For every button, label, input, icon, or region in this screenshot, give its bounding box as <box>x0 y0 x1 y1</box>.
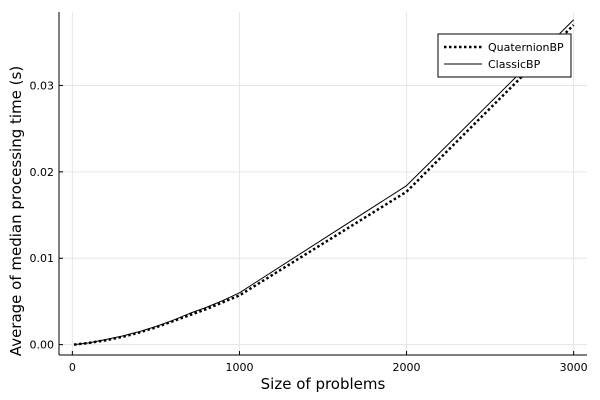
y-tick-label: 0.02 <box>30 166 55 179</box>
y-tick-label: 0.03 <box>30 79 55 92</box>
x-axis-label: Size of problems <box>261 375 386 393</box>
legend-label-quaternionbp: QuaternionBP <box>488 41 564 54</box>
legend-box <box>437 33 572 78</box>
x-tick-label: 3000 <box>560 361 588 374</box>
series-line-classicbp <box>73 19 574 346</box>
x-tick-label: 0 <box>69 361 76 374</box>
series-line-quaternionbp <box>73 24 575 346</box>
axes <box>58 12 587 356</box>
x-tick-label: 1000 <box>225 361 253 374</box>
series-group <box>73 19 575 346</box>
legend-label-classicbp: ClassicBP <box>488 58 541 71</box>
y-tick-label: 0.00 <box>30 339 55 352</box>
grid <box>59 12 587 355</box>
x-tick-label: 2000 <box>393 361 421 374</box>
y-axis-label: Average of median processing time (s) <box>7 66 25 356</box>
tick-labels: 0 1000 2000 3000 0.00 0.01 0.02 0.03 <box>30 79 588 374</box>
y-tick-label: 0.01 <box>30 252 55 265</box>
legend: QuaternionBP ClassicBP <box>437 33 572 78</box>
